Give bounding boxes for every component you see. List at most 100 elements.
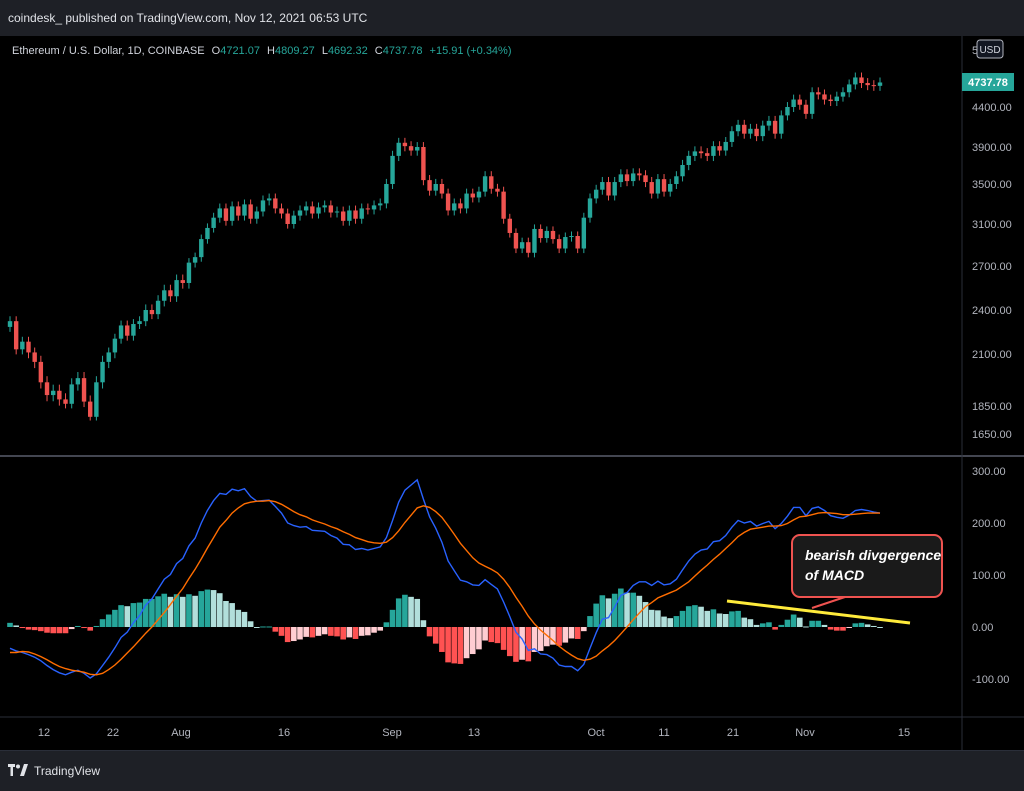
macd-histogram-bar — [692, 605, 698, 627]
macd-histogram-bar — [13, 625, 19, 627]
macd-histogram-bar — [229, 603, 235, 627]
macd-histogram-bar — [574, 627, 581, 639]
candle-body — [260, 200, 266, 212]
candle-body — [199, 239, 204, 258]
candle-body — [229, 206, 235, 221]
candle-body — [797, 99, 802, 105]
candle-body — [112, 338, 118, 353]
macd-histogram-bar — [56, 627, 63, 634]
candle-body — [248, 204, 253, 219]
time-axis[interactable]: 12 22 Aug 16 Sep 13 Oct 11 21 Nov 15 — [38, 727, 910, 739]
macd-axis[interactable]: 300.00 200.00 100.00 0.00 -100.00 — [972, 466, 1009, 686]
candle-body — [674, 176, 679, 184]
macd-histogram-bar — [402, 594, 408, 627]
macd-histogram-bar — [834, 627, 840, 631]
macd-histogram-bar — [25, 627, 32, 630]
time-tick-label: Nov — [795, 727, 815, 739]
macd-histogram-bar — [352, 627, 359, 639]
time-tick-label: 13 — [468, 727, 480, 739]
macd-histogram-bar — [198, 591, 205, 627]
candle-body — [211, 217, 216, 228]
macd-histogram-bar — [784, 619, 791, 627]
macd-histogram-bar — [550, 627, 556, 645]
macd-line — [9, 478, 881, 679]
candle-body — [303, 206, 309, 211]
macd-histogram-bar — [636, 595, 643, 627]
macd-histogram-bar — [852, 623, 859, 627]
candle-body — [7, 321, 13, 327]
candle-body — [50, 390, 56, 396]
candle-body — [809, 92, 815, 114]
currency-badge[interactable] — [976, 39, 1004, 59]
macd-histogram-bar — [365, 627, 371, 636]
divergence-trendline[interactable] — [726, 599, 911, 625]
macd-histogram-bar — [432, 627, 439, 644]
candle-body — [668, 184, 673, 192]
candle-body — [371, 205, 377, 210]
candle-body — [569, 236, 574, 238]
macd-histogram-bar — [624, 592, 630, 627]
candle-body — [402, 142, 408, 147]
candle-body — [532, 228, 537, 253]
chart-area[interactable]: 1650.00 1850.00 2100.00 2400.00 2700.00 3100.… — [0, 36, 1024, 750]
macd-histogram-bar — [469, 627, 476, 655]
candle-body — [427, 180, 432, 191]
candle-body — [20, 341, 25, 350]
candle-body — [149, 310, 155, 315]
candle-body — [606, 182, 611, 196]
macd-histogram-bar — [778, 624, 785, 627]
time-tick-label: 21 — [727, 727, 739, 739]
macd-histogram-bar — [642, 602, 649, 627]
macd-tick-label: 100.00 — [972, 570, 1006, 582]
tradingview-brand[interactable]: TradingView — [8, 763, 100, 779]
candle-body — [297, 210, 303, 216]
chart-svg[interactable]: 1650.001850.002100.002400.002700.003100.… — [0, 36, 1024, 750]
footer: TradingView — [0, 750, 1024, 791]
candle-body — [13, 321, 19, 350]
macd-histogram-bar — [593, 603, 599, 627]
macd-histogram-bar — [99, 619, 106, 627]
macd-histogram-bar — [31, 627, 38, 631]
macd-histogram-bar — [118, 605, 124, 627]
candle-body — [624, 174, 630, 182]
candle-body — [692, 151, 698, 156]
legend-low-label: L — [322, 45, 328, 57]
time-tick-label: Sep — [382, 727, 402, 739]
candle-body — [205, 227, 210, 240]
candle-body — [859, 77, 864, 84]
macd-histogram-bar — [519, 627, 525, 660]
candle-body — [236, 206, 241, 216]
macd-histogram-bar — [291, 627, 297, 642]
candle-body — [482, 176, 488, 192]
macd-histogram-bar — [38, 627, 44, 632]
candle-body — [421, 147, 426, 181]
candle-body — [390, 155, 395, 184]
macd-histogram-bar — [105, 614, 112, 627]
candle-body — [840, 92, 846, 97]
price-tick-label: 2100.00 — [972, 349, 1012, 361]
macd-histogram-bar — [618, 588, 624, 627]
candle-body — [408, 146, 414, 151]
price-axis[interactable]: 1650.00 1850.00 2100.00 2400.00 2700.00 3100.… — [972, 102, 1012, 441]
candle-body — [155, 300, 161, 315]
macd-histogram-bar — [389, 609, 396, 627]
macd-histogram-bar — [142, 598, 149, 627]
candle-body — [643, 175, 648, 183]
candle-body — [38, 361, 44, 383]
macd-histogram-bar — [439, 627, 445, 652]
macd-histogram-bar — [840, 627, 846, 631]
candle-body — [273, 198, 278, 209]
annotation-box[interactable] — [791, 534, 943, 598]
candle-body — [760, 125, 765, 137]
macd-histogram-bar — [790, 614, 797, 627]
macd-tick-label: -100.00 — [972, 674, 1009, 686]
macd-tick-label: 0.00 — [972, 622, 993, 634]
candle-body — [612, 182, 617, 196]
last-price-label: 4737.78 — [968, 77, 1008, 89]
candle-body — [106, 352, 111, 362]
macd-histogram-bar — [414, 598, 421, 627]
macd-histogram-bar — [759, 623, 766, 627]
candle-body — [834, 96, 840, 102]
candle-body — [192, 257, 198, 263]
annotation-line-2: of MACD — [805, 567, 864, 583]
